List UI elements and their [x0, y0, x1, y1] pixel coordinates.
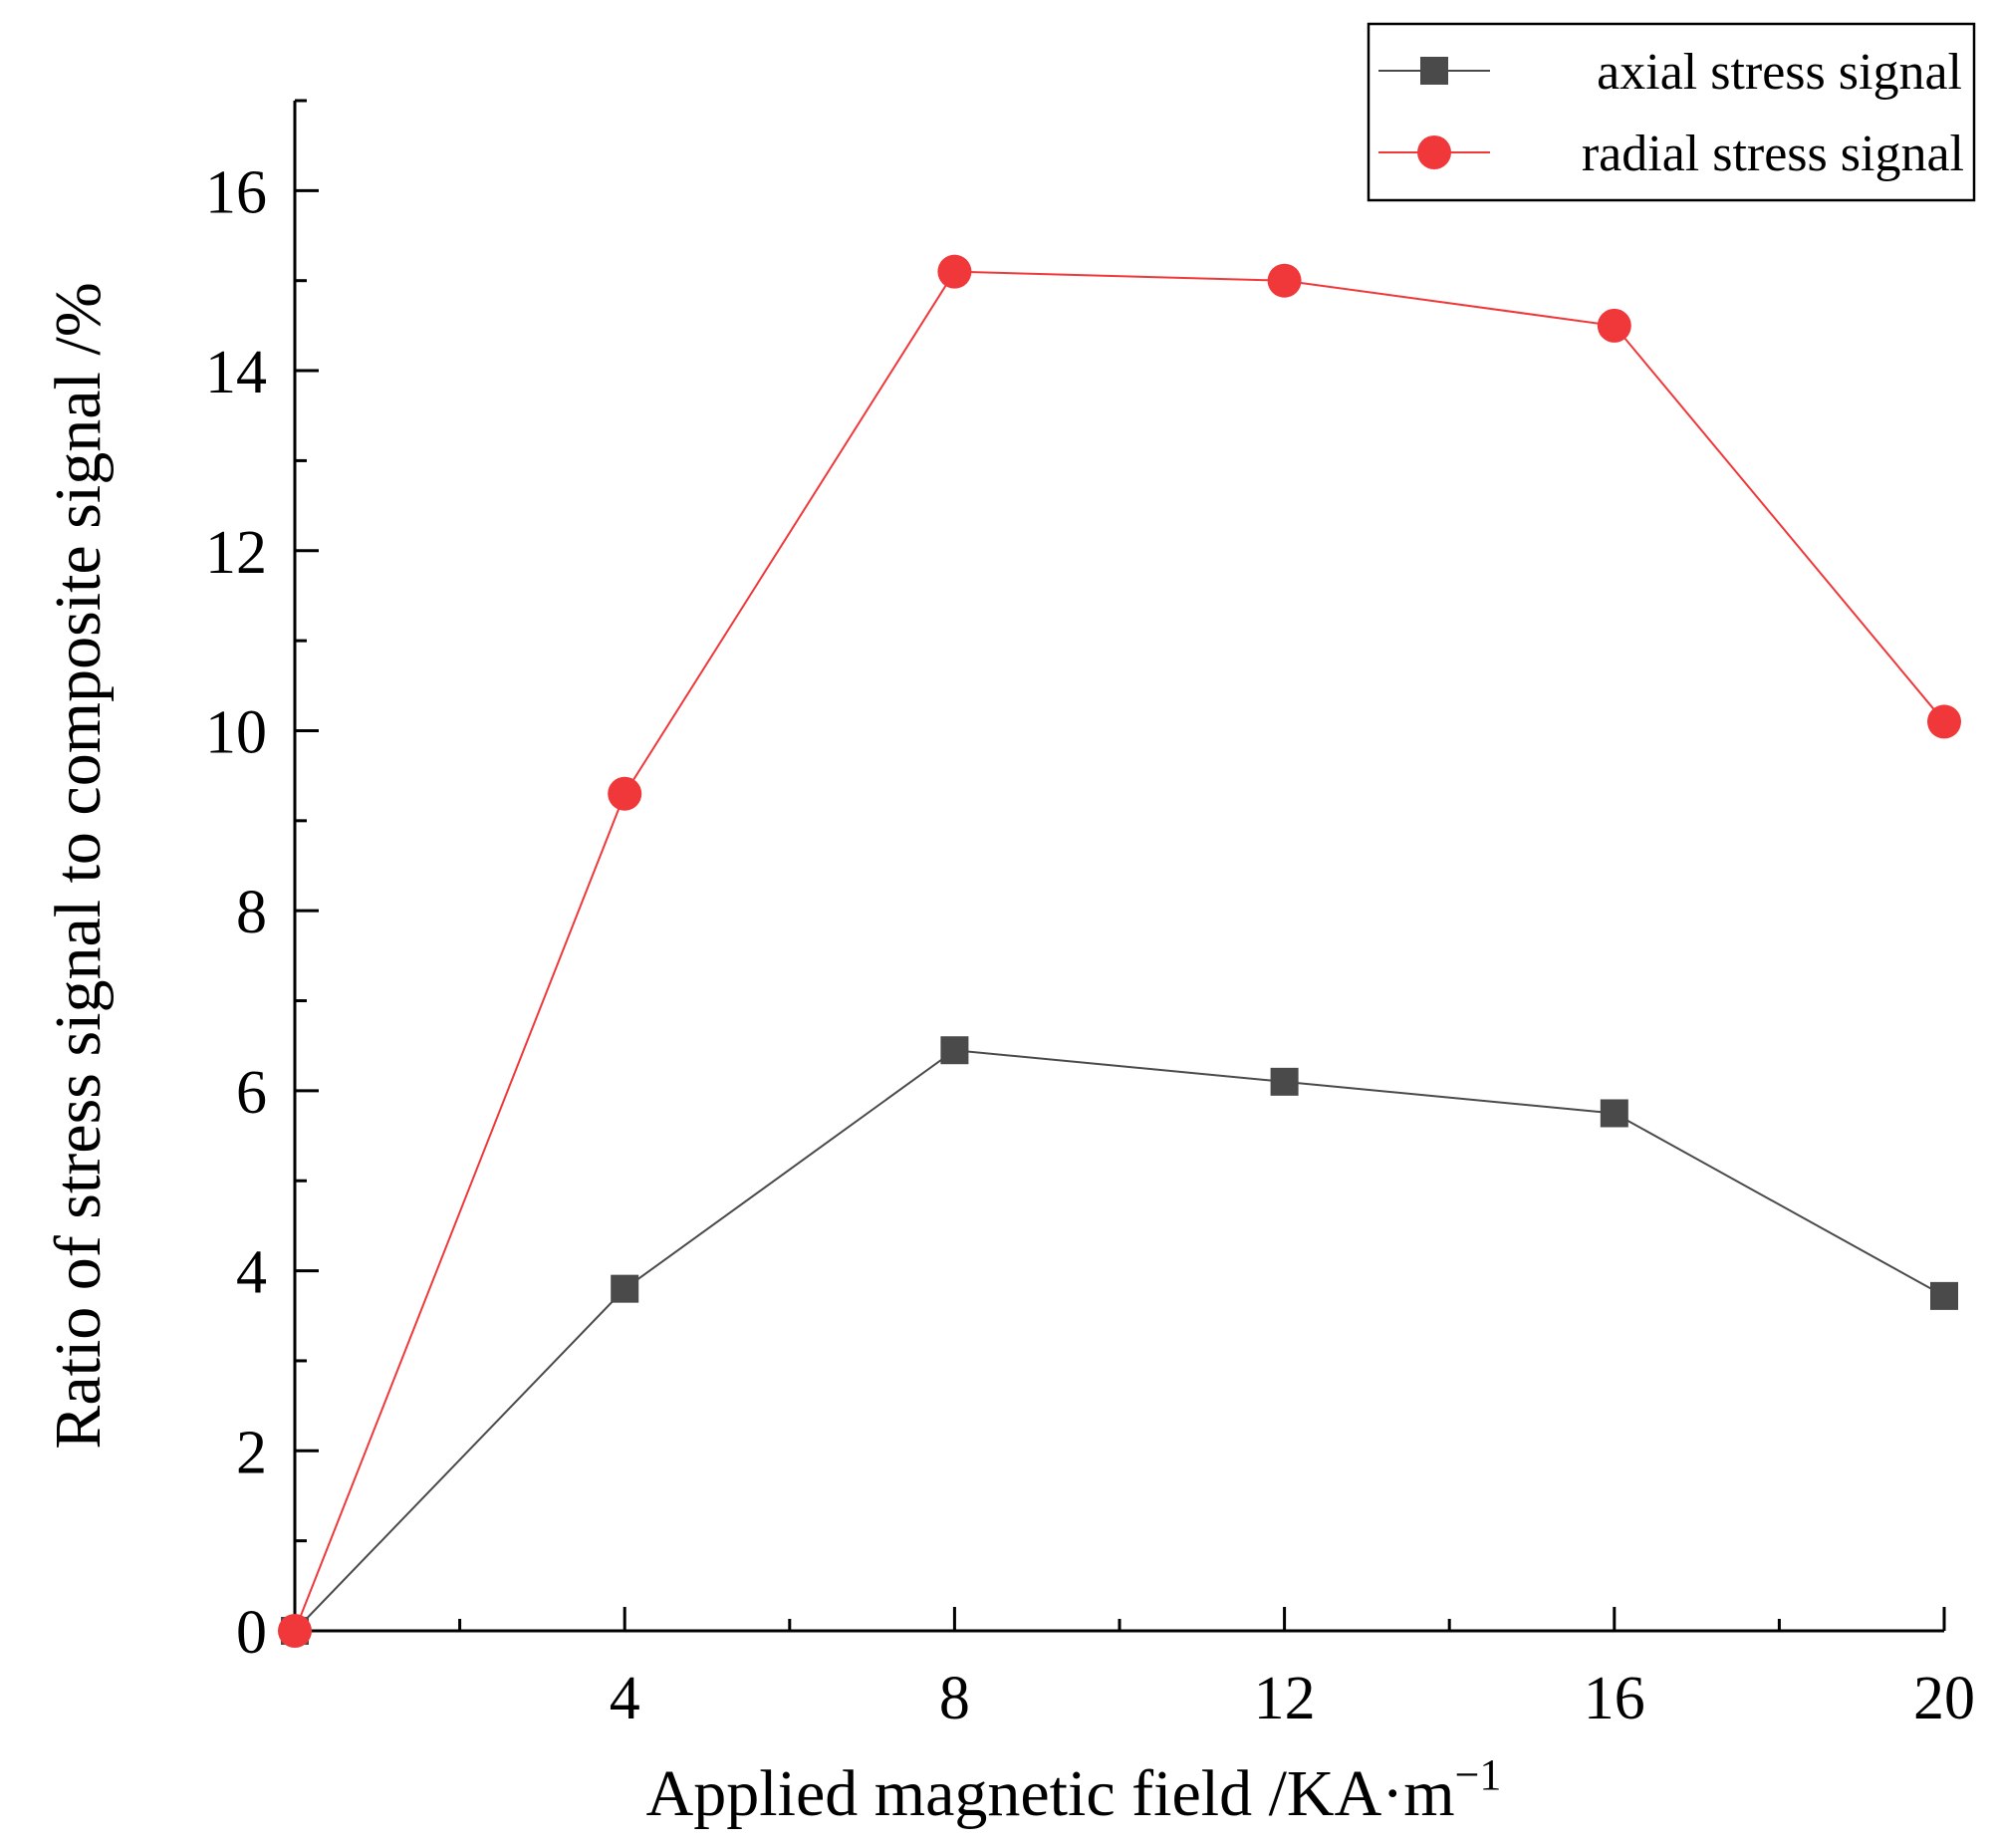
series-lines — [294, 270, 1945, 1632]
legend: axial stress signal radial stress signal — [1367, 22, 1976, 202]
data-point-radial — [1597, 308, 1631, 343]
legend-marker-axial — [1420, 57, 1448, 85]
y-tick-label: 14 — [205, 339, 267, 406]
y-tick-label: 2 — [236, 1419, 267, 1486]
data-point-radial — [937, 254, 972, 289]
data-point-axial — [1600, 1099, 1628, 1128]
y-tick-label: 10 — [205, 698, 267, 766]
x-axis-title: Applied magnetic field /KA·m−1 — [646, 1750, 1502, 1830]
y-tick-label: 16 — [205, 158, 267, 226]
series-line-axial — [294, 1049, 1945, 1632]
x-axis-title-superscript: −1 — [1455, 1750, 1502, 1799]
x-tick-label: 12 — [1254, 1665, 1316, 1732]
data-point-axial — [940, 1036, 969, 1065]
x-tick-label: 20 — [1913, 1665, 1975, 1732]
data-point-axial — [611, 1274, 639, 1303]
y-ticks: 0 2 4 6 8 10 12 14 16 — [205, 99, 319, 1667]
y-axis-title: Ratio of stress signal to composite sign… — [42, 282, 115, 1449]
legend-box — [1367, 22, 1976, 202]
data-point-axial — [1270, 1067, 1299, 1096]
y-tick-label: 4 — [236, 1239, 267, 1307]
x-tick-label: 8 — [939, 1665, 970, 1732]
x-axis-title-text: Applied magnetic field /KA·m — [646, 1757, 1455, 1830]
x-tick-label: 16 — [1584, 1665, 1645, 1732]
y-tick-label: 0 — [236, 1599, 267, 1667]
legend-label-radial: radial stress signal — [1582, 126, 1964, 182]
axes — [293, 101, 1944, 1633]
data-point-radial — [1267, 263, 1302, 298]
y-tick-label: 12 — [205, 519, 267, 587]
y-tick-label: 6 — [236, 1059, 267, 1127]
data-point-radial — [1927, 704, 1961, 739]
legend-marker-radial — [1417, 135, 1451, 169]
data-point-axial — [1930, 1281, 1958, 1310]
y-tick-label: 8 — [236, 879, 267, 946]
data-point-radial — [608, 776, 642, 811]
x-tick-label: 4 — [610, 1665, 640, 1732]
series-markers — [278, 254, 1961, 1648]
data-point-radial — [278, 1614, 312, 1648]
x-ticks: 4 8 12 16 20 — [458, 1607, 1975, 1732]
legend-label-axial: axial stress signal — [1597, 44, 1962, 101]
series-line-radial — [294, 270, 1945, 1632]
